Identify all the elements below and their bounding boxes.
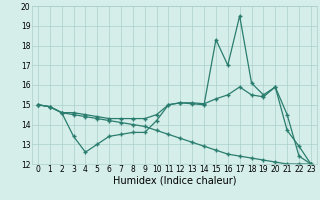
X-axis label: Humidex (Indice chaleur): Humidex (Indice chaleur) (113, 176, 236, 186)
